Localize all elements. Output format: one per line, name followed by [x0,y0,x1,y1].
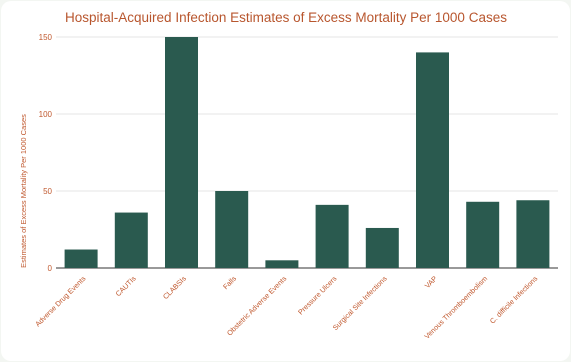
x-tick-label: Pressure Ulcers [296,274,339,317]
bar [365,227,399,268]
x-tick-labels: Adverse Drug Events CAUTIs CLABSIs FallsObs… [33,274,539,341]
y-tick-label: 100 [39,110,53,119]
bar [265,260,299,268]
y-tick-label: 50 [43,187,52,196]
bars [64,37,550,269]
bar [516,200,550,268]
x-tick-label: Adverse Drug Events [33,274,88,329]
chart-title: Hospital-Acquired Infection Estimates of… [65,10,507,25]
x-tick-label: CAUTIs [114,274,138,298]
bar [466,201,500,268]
y-tick-label: 150 [39,33,53,42]
bar [114,212,148,268]
x-tick-label: Surgical Site Infections [331,274,389,332]
bar [215,191,249,268]
x-tick-label: Falls [221,274,238,291]
x-tick-label: C. difficile Infections [488,274,540,326]
x-tick-label: CLABSIs [161,274,188,301]
y-axis-label: Estimates of Excess Mortality Per 1000 C… [19,114,28,268]
x-tick-label: VAP [423,274,439,290]
y-tick-labels: 0 50 100 150 [39,33,53,273]
bar [64,249,98,268]
bar [165,37,198,268]
y-tick-label: 0 [48,264,53,273]
bar [315,204,349,268]
bar [416,52,449,269]
